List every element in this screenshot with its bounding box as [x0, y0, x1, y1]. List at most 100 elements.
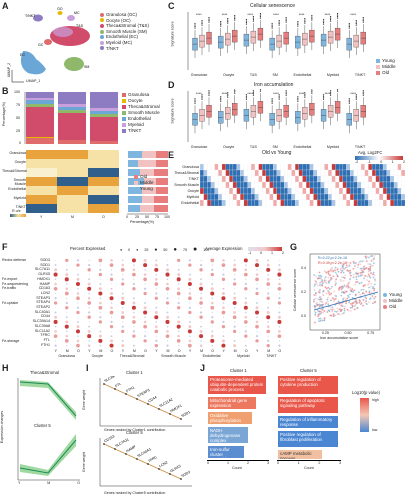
- dotplot-dot: [133, 311, 135, 314]
- dotplot-dot: [154, 296, 158, 300]
- significance-stars: ****: [299, 13, 305, 17]
- heatmap-cell: [320, 175, 325, 183]
- heatmap-cell: [287, 193, 292, 201]
- heatmap-cell: [368, 164, 373, 171]
- umap-cluster-ec: [20, 51, 46, 75]
- scatter-point: [364, 267, 367, 270]
- scatter-point: [343, 309, 346, 312]
- outlier: [234, 15, 236, 17]
- scatter-point: [335, 310, 338, 313]
- dotplot-dot: [98, 320, 103, 324]
- heatmap-cell: [254, 164, 259, 171]
- heatmap-cell: [335, 175, 340, 183]
- heatmap-cell: [265, 193, 270, 201]
- heatmap-cell: [368, 175, 373, 183]
- heatmap-cell: [280, 193, 285, 201]
- heatmap-cell: [306, 181, 310, 189]
- significance-stars: ****: [325, 13, 331, 17]
- f-pct-0: 0: [128, 247, 131, 252]
- legend-endo: Endothelial (EC): [106, 34, 138, 40]
- dotplot-dot: [121, 311, 125, 314]
- heatmap-cell: [258, 164, 263, 171]
- outlier: [304, 22, 306, 24]
- heatmap-cell: [262, 193, 266, 201]
- scatter-point: [365, 300, 368, 302]
- roe-colorbar: [10, 214, 26, 217]
- f-pct-100: 100: [203, 247, 210, 252]
- umap-xlabel: UMAP_1: [26, 79, 41, 83]
- scatter-point: [330, 299, 333, 302]
- heatmap-cell: [335, 181, 340, 189]
- f-gene: SOD1: [40, 262, 50, 267]
- dotplot-dot: [256, 330, 258, 333]
- dotplot-dot: [76, 325, 80, 329]
- c-groups: Granulose Oocyte T&S SM Endothelial Myel…: [183, 73, 373, 77]
- heatmap-cell: [207, 164, 212, 171]
- f-col: M: [65, 349, 69, 353]
- heatmap-cell: [269, 169, 274, 177]
- dotplot-dot: [154, 310, 158, 314]
- scatter-point: [344, 290, 347, 292]
- scatter-point: [318, 283, 321, 286]
- scatter-point: [316, 284, 319, 287]
- heatmap-cell: [262, 169, 266, 177]
- scatter-point: [318, 320, 320, 323]
- scatter-point: [367, 262, 369, 265]
- scatter-point: [331, 310, 334, 313]
- umap-label-tnkt: T/NKT: [25, 14, 36, 18]
- scatter-point: [359, 267, 362, 270]
- heatmap-cell: [375, 199, 380, 207]
- heatmap-cell: [328, 193, 332, 201]
- scatter-point: [334, 266, 337, 269]
- dotplot-dot: [244, 344, 247, 347]
- dotplot-dot: [99, 344, 102, 347]
- dotplot-dot: [267, 306, 270, 309]
- dotplot-dot: [110, 339, 114, 343]
- outlier: [201, 23, 203, 25]
- scatter-point: [317, 291, 320, 294]
- heatmap-cell: [306, 199, 310, 207]
- b-col-m: M: [71, 215, 74, 219]
- heatmap-cell: [291, 181, 296, 189]
- weight-point: [103, 443, 105, 445]
- dotplot-dot: [255, 335, 259, 338]
- j-sub2: Cluster 5: [300, 368, 317, 373]
- scatter-point: [359, 274, 362, 277]
- dotplot-dot: [266, 325, 270, 328]
- f-col: M: [200, 349, 204, 353]
- outlier: [271, 98, 273, 100]
- outlier: [201, 24, 203, 26]
- heatmap-cell: [328, 169, 332, 177]
- dotplot-dot: [222, 287, 225, 290]
- outlier: [220, 99, 222, 101]
- scatter-point: [360, 269, 363, 272]
- heatmap-cell: [203, 175, 208, 183]
- outlier: [297, 25, 299, 27]
- e-title: Old vs Young: [262, 150, 292, 156]
- heatmap-cell: [225, 175, 230, 183]
- f-col: M: [267, 349, 271, 353]
- outlier: [245, 19, 248, 21]
- scatter-point: [369, 276, 372, 279]
- e-row: Theca&Stromal: [174, 171, 199, 175]
- dotplot-dot: [143, 335, 147, 338]
- dotplot-dot: [187, 282, 192, 287]
- heatmap-cell: [291, 187, 296, 195]
- j-axis-1: [207, 460, 269, 461]
- dotplot-dot: [165, 334, 170, 338]
- heatmap-cell: [335, 169, 340, 177]
- j-legend-high: high: [372, 398, 379, 402]
- scatter-point: [317, 298, 320, 301]
- outlier: [245, 94, 248, 96]
- c-group: T/NKT: [354, 73, 366, 77]
- f-gene-labels: SOD3 SOD1 SLC7A11 GLRX5 HMOX1 HAMP CD163 LCN2 ST…: [30, 258, 50, 347]
- dotplot-dot: [155, 302, 157, 304]
- b-age-middle: Middle: [140, 180, 154, 185]
- scatter-point: [342, 263, 345, 266]
- heatmap-cell: [375, 169, 380, 177]
- heatmap-cell: [243, 181, 248, 189]
- dotplot-dot: [88, 278, 91, 281]
- scatter-point: [327, 272, 330, 275]
- fit-line: [313, 291, 379, 311]
- scatter-point: [318, 296, 321, 299]
